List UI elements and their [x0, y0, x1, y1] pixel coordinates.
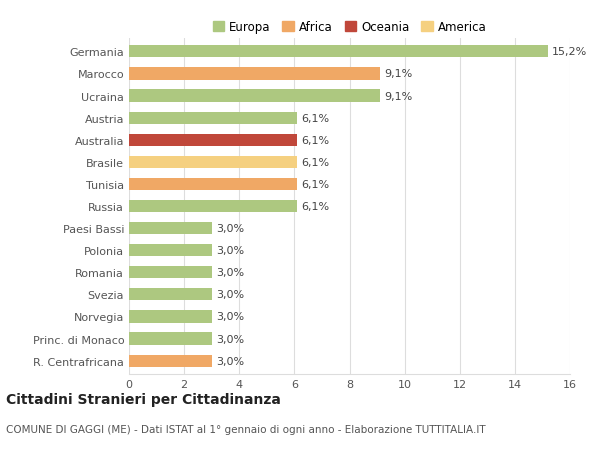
Text: 3,0%: 3,0%	[216, 246, 244, 256]
Text: 9,1%: 9,1%	[384, 91, 412, 101]
Bar	[129, 355, 212, 367]
Text: 3,0%: 3,0%	[216, 268, 244, 278]
Bar	[129, 223, 212, 235]
Text: 3,0%: 3,0%	[216, 356, 244, 366]
Text: 3,0%: 3,0%	[216, 334, 244, 344]
Text: 15,2%: 15,2%	[552, 47, 587, 57]
Text: 6,1%: 6,1%	[301, 157, 329, 168]
Bar	[129, 134, 297, 146]
Bar	[129, 311, 212, 323]
Text: 3,0%: 3,0%	[216, 224, 244, 234]
Text: COMUNE DI GAGGI (ME) - Dati ISTAT al 1° gennaio di ogni anno - Elaborazione TUTT: COMUNE DI GAGGI (ME) - Dati ISTAT al 1° …	[6, 425, 485, 435]
Text: 3,0%: 3,0%	[216, 312, 244, 322]
Bar	[129, 201, 297, 213]
Bar	[129, 157, 297, 168]
Bar	[129, 90, 380, 102]
Legend: Europa, Africa, Oceania, America: Europa, Africa, Oceania, America	[208, 17, 491, 39]
Text: 6,1%: 6,1%	[301, 202, 329, 212]
Bar	[129, 289, 212, 301]
Bar	[129, 68, 380, 80]
Bar	[129, 46, 548, 58]
Text: 6,1%: 6,1%	[301, 135, 329, 146]
Bar	[129, 333, 212, 345]
Text: 9,1%: 9,1%	[384, 69, 412, 79]
Bar	[129, 267, 212, 279]
Bar	[129, 245, 212, 257]
Text: 6,1%: 6,1%	[301, 113, 329, 123]
Bar	[129, 179, 297, 190]
Text: 6,1%: 6,1%	[301, 179, 329, 190]
Text: 3,0%: 3,0%	[216, 290, 244, 300]
Text: Cittadini Stranieri per Cittadinanza: Cittadini Stranieri per Cittadinanza	[6, 392, 281, 406]
Bar	[129, 112, 297, 124]
